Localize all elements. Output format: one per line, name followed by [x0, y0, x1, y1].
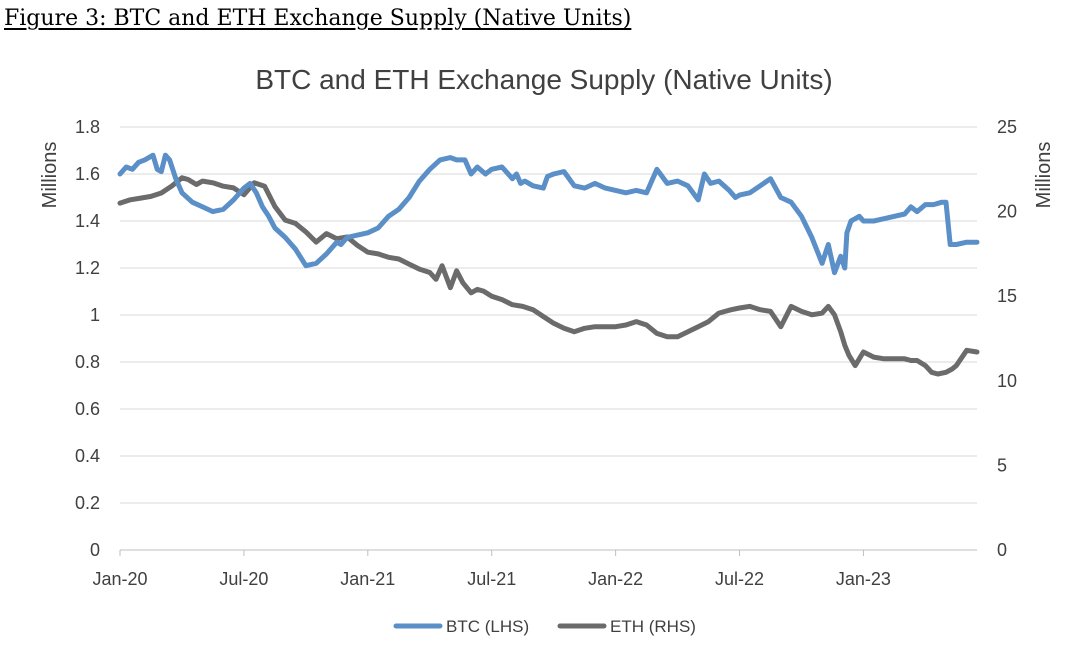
x-tick-label: Jul-21 — [467, 569, 516, 589]
legend: BTC (LHS) ETH (RHS) — [393, 617, 696, 636]
chart-title: BTC and ETH Exchange Supply (Native Unit… — [255, 64, 832, 95]
series-group — [117, 152, 980, 377]
y-tick-right-label: 15 — [997, 286, 1017, 306]
y-axis-right: 0 5 10 15 20 25 — [997, 117, 1017, 560]
y-axis-left: 0 0.2 0.4 0.6 0.8 1 1.2 1.4 1.6 1.8 — [75, 117, 100, 560]
x-tick-label: Jan-23 — [836, 569, 891, 589]
btc-series-line — [117, 152, 980, 276]
x-tick-label: Jul-22 — [715, 569, 764, 589]
eth-series-line — [117, 175, 980, 377]
y-tick-right-label: 5 — [997, 455, 1007, 475]
y-tick-left-label: 1.6 — [75, 164, 100, 184]
x-tick-label: Jul-20 — [219, 569, 268, 589]
y-tick-left-label: 1.4 — [75, 211, 100, 231]
y-axis-left-title: Millions — [39, 142, 61, 209]
x-axis: Jan-20 Jul-20 Jan-21 Jul-21 Jan-22 Jul-22 Jan-… — [92, 550, 891, 589]
y-tick-left-label: 0.4 — [75, 446, 100, 466]
x-tick-label: Jan-20 — [92, 569, 147, 589]
y-tick-right-label: 20 — [997, 202, 1017, 222]
legend-btc-label: BTC (LHS) — [446, 617, 529, 636]
y-tick-left-label: 0.8 — [75, 352, 100, 372]
y-tick-left-label: 0.6 — [75, 399, 100, 419]
y-tick-left-label: 0.2 — [75, 493, 100, 513]
y-axis-right-title: Millions — [1033, 142, 1055, 209]
y-tick-left-label: 1.2 — [75, 258, 100, 278]
x-tick-label: Jan-21 — [340, 569, 395, 589]
x-tick-label: Jan-22 — [588, 569, 643, 589]
y-tick-left-label: 0 — [90, 540, 100, 560]
legend-eth-label: ETH (RHS) — [610, 617, 696, 636]
y-tick-right-label: 0 — [997, 540, 1007, 560]
figure-caption: Figure 3: BTC and ETH Exchange Supply (N… — [4, 6, 632, 31]
y-tick-right-label: 10 — [997, 371, 1017, 391]
y-tick-right-label: 25 — [997, 117, 1017, 137]
y-tick-left-label: 1 — [90, 305, 100, 325]
y-tick-left-label: 1.8 — [75, 117, 100, 137]
